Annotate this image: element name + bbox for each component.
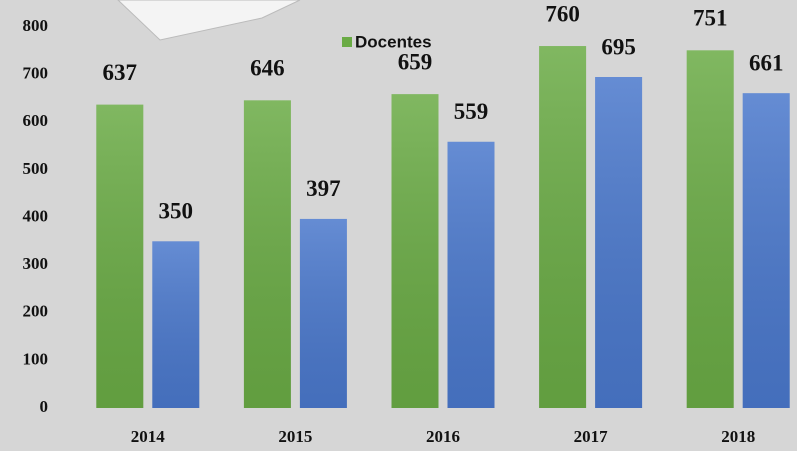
y-tick-label: 800 bbox=[23, 16, 49, 35]
paper-decoration bbox=[117, 0, 301, 41]
x-tick-label: 2017 bbox=[574, 427, 609, 446]
value-label: 659 bbox=[398, 49, 433, 74]
legend-swatch bbox=[342, 37, 352, 47]
bar-shade bbox=[152, 241, 200, 408]
y-tick-label: 0 bbox=[40, 397, 49, 416]
bar-shade bbox=[299, 218, 347, 408]
bar-shade bbox=[595, 77, 643, 408]
y-tick-label: 100 bbox=[23, 349, 49, 368]
bar-shade bbox=[96, 104, 144, 408]
value-label: 760 bbox=[545, 1, 580, 26]
y-tick-label: 300 bbox=[23, 254, 49, 273]
legend-label: Docentes bbox=[355, 32, 432, 51]
bar-shade bbox=[391, 94, 439, 409]
x-tick-label: 2018 bbox=[721, 427, 755, 446]
value-label: 751 bbox=[693, 6, 728, 31]
y-tick-label: 200 bbox=[23, 302, 49, 321]
value-label: 637 bbox=[103, 60, 138, 85]
bar-shade bbox=[243, 100, 291, 408]
x-tick-label: 2016 bbox=[426, 427, 460, 446]
y-tick-label: 500 bbox=[23, 159, 49, 178]
bar-shade bbox=[686, 50, 734, 409]
y-tick-label: 400 bbox=[23, 206, 49, 225]
bar-shade bbox=[447, 141, 495, 408]
y-tick-label: 700 bbox=[23, 64, 49, 83]
bar-shade bbox=[742, 93, 790, 408]
y-tick-label: 600 bbox=[23, 111, 49, 130]
value-label: 397 bbox=[306, 176, 341, 201]
value-label: 695 bbox=[601, 34, 636, 59]
value-label: 661 bbox=[749, 50, 784, 75]
value-label: 646 bbox=[250, 56, 285, 81]
value-label: 350 bbox=[159, 199, 194, 224]
x-tick-label: 2015 bbox=[278, 427, 312, 446]
x-tick-label: 2014 bbox=[131, 427, 166, 446]
bar-shade bbox=[539, 46, 587, 409]
value-label: 559 bbox=[454, 99, 489, 124]
